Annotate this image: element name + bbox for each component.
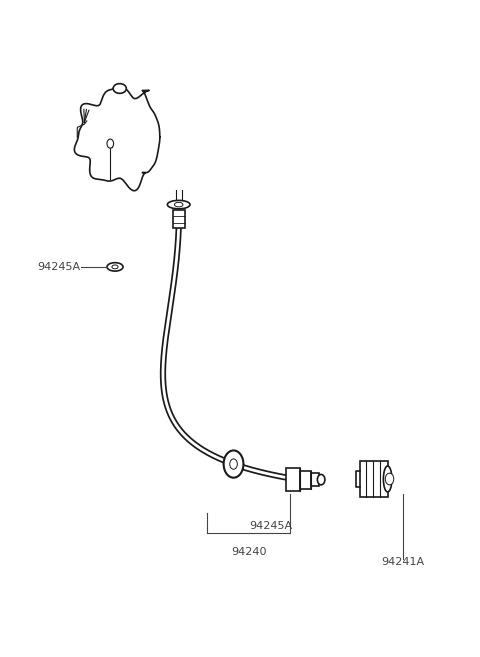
Circle shape: [317, 474, 325, 485]
Circle shape: [230, 459, 237, 469]
Circle shape: [107, 139, 114, 148]
Bar: [300, 470, 311, 489]
Bar: [172, 210, 185, 228]
Ellipse shape: [113, 83, 126, 93]
Ellipse shape: [168, 200, 190, 209]
Text: 94245A: 94245A: [249, 522, 292, 532]
Ellipse shape: [174, 202, 183, 207]
Bar: [311, 473, 319, 486]
Circle shape: [224, 451, 243, 478]
Text: 94241A: 94241A: [381, 557, 424, 567]
Ellipse shape: [384, 466, 392, 492]
Ellipse shape: [107, 263, 123, 271]
Text: 94240: 94240: [232, 547, 267, 557]
Bar: [286, 468, 300, 491]
Ellipse shape: [112, 265, 118, 269]
Circle shape: [385, 473, 394, 485]
Bar: [360, 461, 388, 497]
Text: 94245A: 94245A: [37, 262, 80, 272]
